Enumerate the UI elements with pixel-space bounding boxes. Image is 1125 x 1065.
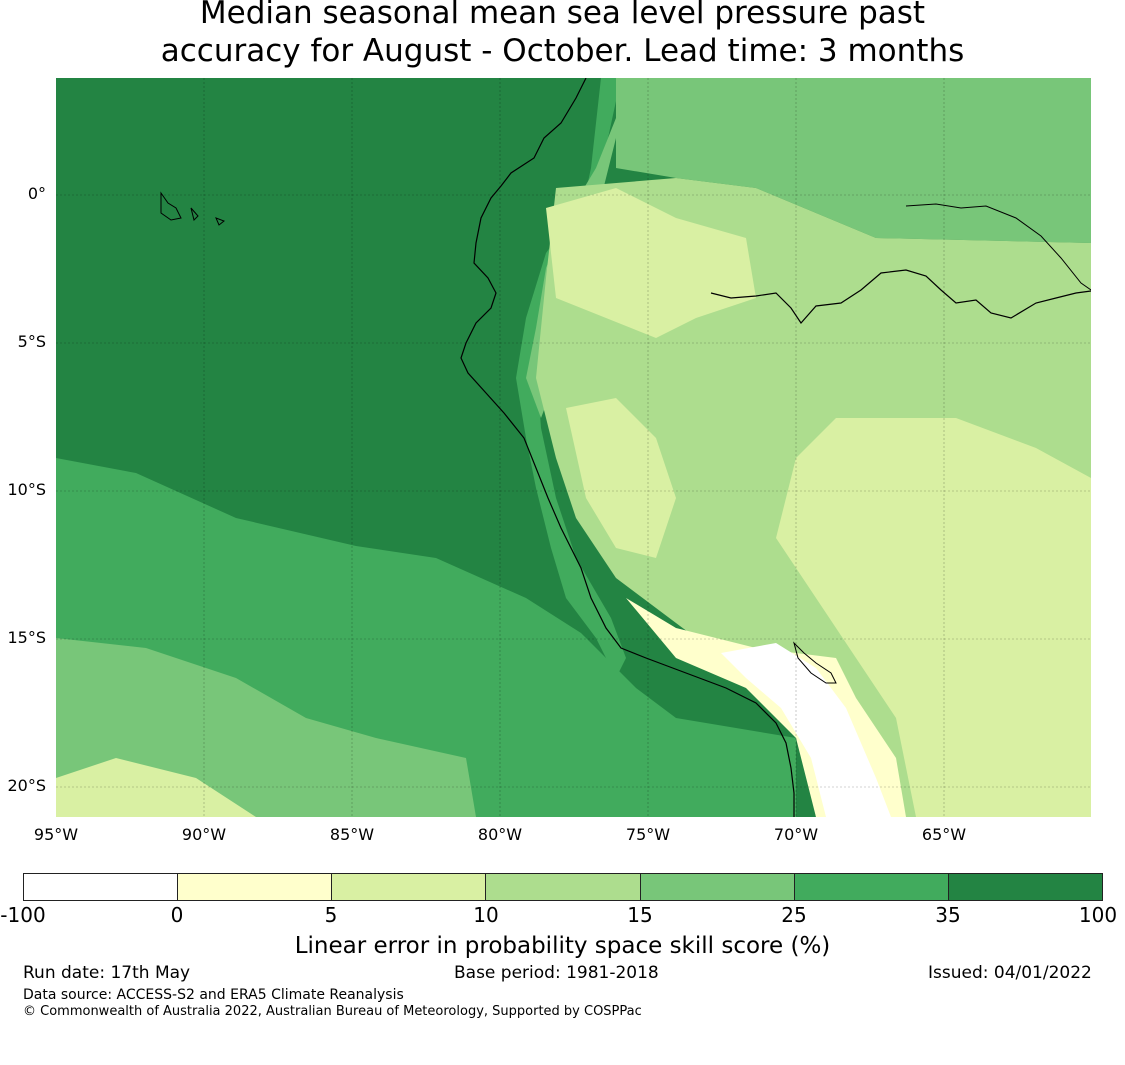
lat-label: 10°S — [7, 480, 46, 499]
lon-label: 65°W — [921, 825, 967, 844]
band-5-10-b — [776, 418, 1091, 817]
colorbar-segment — [486, 874, 641, 900]
colorbar — [23, 873, 1103, 901]
data-source: Data source: ACCESS-S2 and ERA5 Climate … — [23, 987, 404, 1003]
issued-date: Issued: 04/01/2022 — [928, 963, 1092, 983]
lon-label: 70°W — [773, 825, 819, 844]
colorbar-segment — [24, 874, 179, 900]
colorbar-tick: 0 — [170, 903, 184, 927]
title-line-2: accuracy for August - October. Lead time… — [160, 33, 965, 69]
skill-score-map — [56, 78, 1091, 817]
lat-label: 20°S — [7, 776, 46, 795]
run-date: Run date: 17th May — [23, 963, 191, 983]
title-line-1: Median seasonal mean sea level pressure … — [199, 0, 926, 31]
lon-label: 90°W — [181, 825, 227, 844]
base-period: Base period: 1981-2018 — [454, 963, 659, 983]
copyright: © Commonwealth of Australia 2022, Austra… — [23, 1004, 642, 1019]
colorbar-tick: 25 — [781, 903, 807, 927]
amazon-river — [710, 269, 1091, 324]
lat-label: 0° — [27, 184, 46, 203]
colorbar-tick: 10 — [473, 903, 499, 927]
colorbar-label: Linear error in probability space skill … — [294, 933, 831, 959]
colorbar-tick: 15 — [627, 903, 653, 927]
band-5-10-a — [546, 188, 756, 338]
colorbar-tick: 35 — [935, 903, 961, 927]
lon-label: 85°W — [329, 825, 375, 844]
band-5-10-c — [566, 398, 676, 558]
band-neg — [721, 643, 891, 817]
river-north — [905, 203, 1091, 291]
lon-label: 75°W — [625, 825, 671, 844]
band-5-10-sw — [56, 758, 256, 817]
lake-titicaca — [793, 641, 837, 684]
colorbar-segment — [332, 874, 487, 900]
galapagos-islands — [160, 191, 225, 226]
coastline — [460, 78, 795, 817]
lat-label: 5°S — [17, 332, 46, 351]
colorbar-tick: 5 — [324, 903, 338, 927]
gridlines — [56, 78, 1091, 817]
colorbar-segment — [794, 874, 949, 900]
colorbar-tick: 100 — [1078, 903, 1118, 927]
map-title: Median seasonal mean sea level pressure … — [0, 0, 1125, 70]
lon-label: 80°W — [477, 825, 523, 844]
colorbar-tick: -100 — [0, 903, 46, 927]
band-15-25-north — [616, 78, 1091, 243]
colorbar-segment — [178, 874, 333, 900]
lat-label: 15°S — [7, 628, 46, 647]
colorbar-segment — [948, 874, 1102, 900]
band-25-35-coast — [516, 78, 626, 678]
colorbar-segment — [640, 874, 795, 900]
lon-label: 95°W — [33, 825, 79, 844]
